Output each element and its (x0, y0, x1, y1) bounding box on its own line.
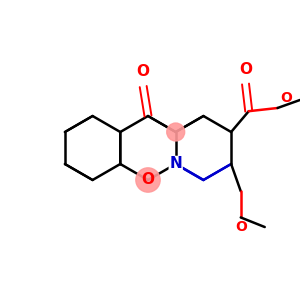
Circle shape (167, 123, 185, 141)
Text: O: O (235, 220, 247, 234)
Circle shape (136, 168, 160, 192)
Text: O: O (137, 64, 150, 79)
Text: O: O (280, 91, 292, 105)
Text: O: O (142, 172, 154, 188)
Text: N: N (169, 157, 182, 172)
Text: O: O (239, 62, 252, 77)
